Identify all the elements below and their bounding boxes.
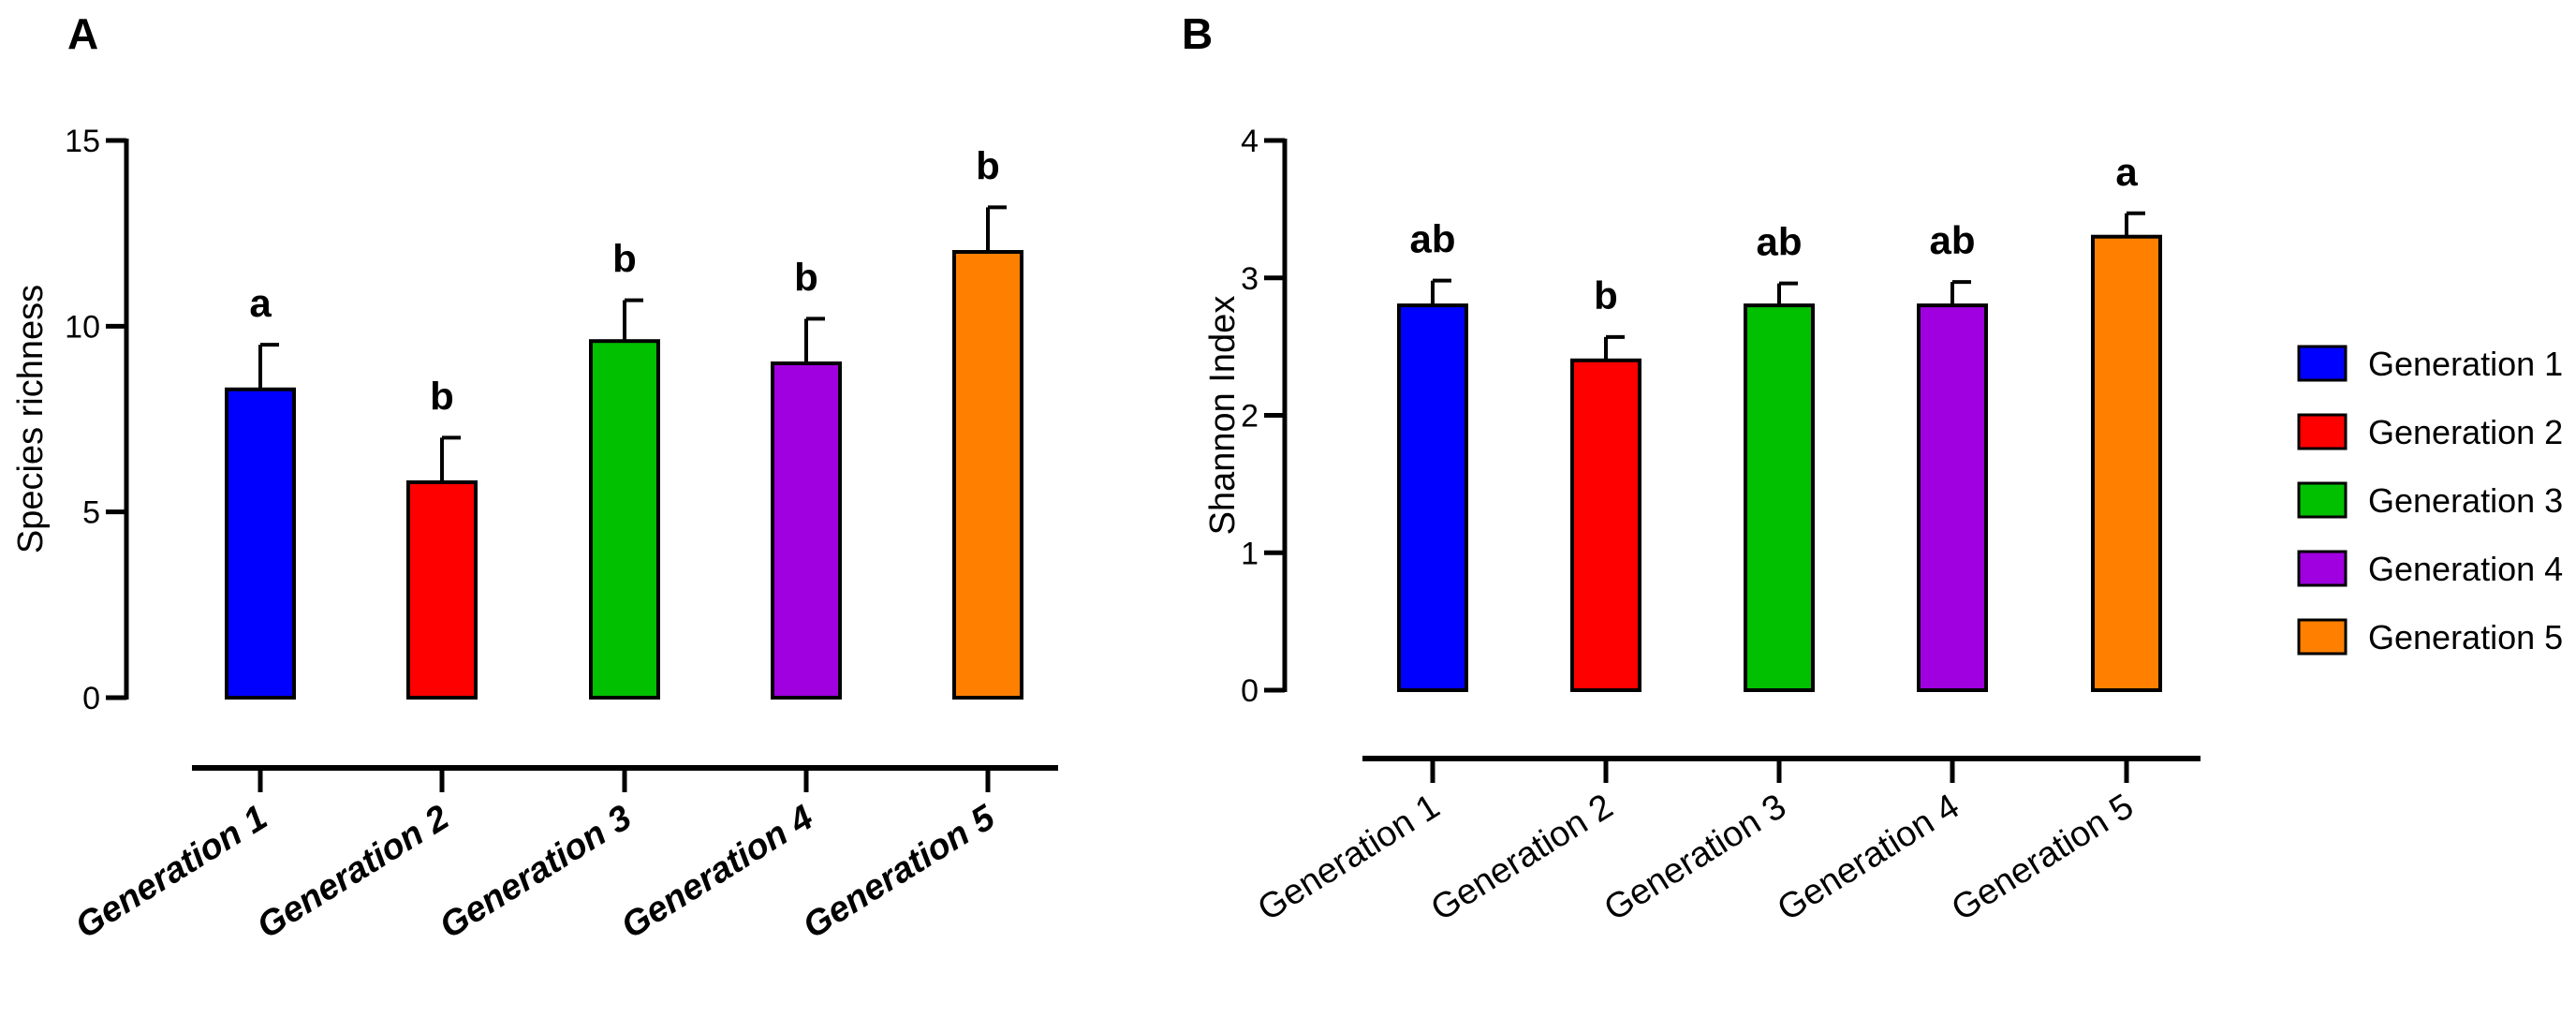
significance-label: ab bbox=[1929, 218, 1975, 262]
legend-swatch bbox=[2297, 413, 2348, 450]
legend-swatch bbox=[2297, 550, 2348, 587]
bar bbox=[2091, 234, 2162, 692]
x-tick-label: Generation 5 bbox=[1945, 787, 2141, 929]
x-tick-label: Generation 4 bbox=[615, 798, 820, 947]
bar bbox=[406, 479, 478, 700]
legend-label: Generation 1 bbox=[2368, 345, 2563, 383]
significance-label: b bbox=[612, 237, 637, 281]
panel-a: A 0 5 10 15 Species richness a b b b b Generation 1… bbox=[11, 9, 1058, 947]
bar bbox=[771, 361, 842, 700]
significance-label: b bbox=[794, 255, 818, 299]
x-tick-label: Generation 2 bbox=[251, 798, 456, 947]
significance-label: a bbox=[249, 281, 272, 325]
x-tick-label: Generation 2 bbox=[1424, 787, 1620, 929]
y-axis-title: Species richness bbox=[11, 285, 51, 553]
y-tick-label: 15 bbox=[65, 124, 100, 159]
bar bbox=[1744, 303, 1815, 692]
y-tick-label: 1 bbox=[1241, 536, 1259, 571]
significance-label: b bbox=[430, 374, 454, 418]
y-tick-label: 2 bbox=[1241, 399, 1259, 435]
x-tick-label: Generation 4 bbox=[1771, 787, 1966, 929]
y-tick-label: 0 bbox=[1241, 673, 1259, 709]
significance-label: ab bbox=[1756, 220, 1802, 264]
bar bbox=[1917, 303, 1988, 692]
x-tick-label: Generation 5 bbox=[797, 798, 1003, 947]
y-tick-label: 3 bbox=[1241, 261, 1259, 297]
x-tick-label: Generation 3 bbox=[1597, 787, 1793, 929]
bar bbox=[589, 339, 660, 700]
panel-letter: B bbox=[1182, 9, 1213, 58]
x-tick-label: Generation 1 bbox=[1251, 787, 1447, 929]
legend-swatch bbox=[2297, 481, 2348, 519]
x-tick-label: Generation 3 bbox=[434, 798, 639, 947]
bar bbox=[952, 250, 1023, 700]
legend-swatch bbox=[2297, 345, 2348, 382]
y-axis-title: Shannon Index bbox=[1203, 296, 1243, 536]
legend-label: Generation 4 bbox=[2368, 550, 2563, 588]
legend-swatch bbox=[2297, 618, 2348, 656]
significance-label: a bbox=[2115, 150, 2138, 194]
y-tick-label: 0 bbox=[82, 681, 100, 716]
significance-label: b bbox=[976, 143, 1000, 187]
legend-label: Generation 3 bbox=[2368, 481, 2563, 520]
y-tick-label: 10 bbox=[65, 309, 100, 345]
bar bbox=[225, 387, 296, 700]
bar bbox=[1570, 358, 1641, 692]
legend-label: Generation 5 bbox=[2368, 618, 2563, 656]
legend-label: Generation 2 bbox=[2368, 413, 2563, 451]
y-tick-label: 5 bbox=[82, 495, 100, 531]
bar bbox=[1397, 303, 1468, 692]
y-tick-label: 4 bbox=[1241, 124, 1259, 159]
x-tick-label: Generation 1 bbox=[69, 798, 274, 947]
legend: Generation 1 Generation 2 Generation 3 Gene… bbox=[2297, 345, 2563, 656]
panel-letter: A bbox=[67, 9, 98, 58]
significance-label: b bbox=[1594, 273, 1618, 317]
significance-label: ab bbox=[1409, 217, 1455, 261]
